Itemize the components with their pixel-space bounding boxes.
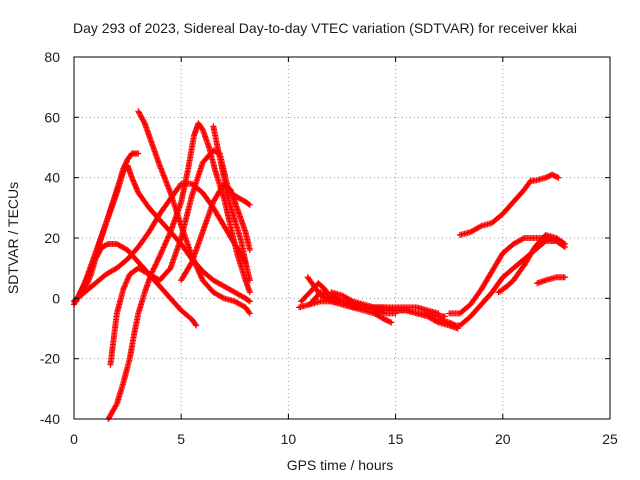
series-arc9 <box>210 123 253 284</box>
data-point <box>80 282 87 289</box>
series-arc19 <box>534 274 568 287</box>
data-point <box>219 294 226 301</box>
x-tick-label: 20 <box>495 431 511 447</box>
data-point <box>454 325 461 332</box>
data-point <box>85 272 92 279</box>
x-tick-label: 15 <box>388 431 404 447</box>
data-point <box>348 297 355 304</box>
data-point <box>113 402 120 409</box>
x-tick-label: 0 <box>70 431 78 447</box>
data-point <box>82 279 89 286</box>
x-axis-label: GPS time / hours <box>287 457 394 473</box>
data-point <box>451 321 458 328</box>
data-point <box>246 201 253 208</box>
series-arc8 <box>178 180 253 284</box>
data-point <box>150 267 157 274</box>
data-point <box>80 283 87 290</box>
data-point <box>192 321 199 328</box>
data-point <box>380 315 387 322</box>
data-point <box>83 276 90 283</box>
data-point <box>477 223 484 230</box>
x-tick-label: 5 <box>177 431 185 447</box>
data-point <box>141 119 148 126</box>
y-tick-label: 60 <box>44 109 60 125</box>
data-point <box>519 235 526 242</box>
y-tick-label: 0 <box>52 290 60 306</box>
data-point <box>150 265 157 272</box>
y-tick-label: 40 <box>44 170 60 186</box>
grid-layer <box>74 57 610 419</box>
data-point <box>387 318 394 325</box>
data-point <box>153 260 160 267</box>
data-point <box>435 310 442 317</box>
y-axis-label: SDTVAR / TECUs <box>5 182 21 294</box>
data-point <box>152 262 159 269</box>
x-tick-label: 10 <box>281 431 297 447</box>
data-point <box>152 261 159 268</box>
x-tick-label: 25 <box>602 431 618 447</box>
data-point <box>154 258 161 265</box>
data-point <box>193 322 200 329</box>
data-point <box>246 298 253 305</box>
series-arc14 <box>328 289 442 317</box>
data-point <box>555 174 562 181</box>
chart-title: Day 293 of 2023, Sidereal Day-to-day VTE… <box>73 20 577 36</box>
data-point <box>326 297 333 304</box>
plot-frame <box>73 56 611 420</box>
data-point <box>246 247 253 254</box>
data-point <box>561 274 568 281</box>
series-arc17 <box>456 171 562 238</box>
data-point <box>246 289 253 296</box>
data-point <box>104 241 111 248</box>
series-arc18 <box>495 231 568 296</box>
data-point <box>388 319 395 326</box>
data-point <box>245 201 252 208</box>
data-point <box>151 264 158 271</box>
data-point <box>82 278 89 285</box>
tick-layer: 0 5 10 15 20 25 -40 -20 0 20 40 60 80 <box>40 49 618 447</box>
y-tick-label: 20 <box>44 230 60 246</box>
data-point <box>135 150 142 157</box>
data-point <box>154 257 161 264</box>
data-point <box>149 268 156 275</box>
data-point <box>337 297 344 304</box>
data-point <box>84 275 91 282</box>
data-point <box>188 260 195 267</box>
data-point <box>246 310 253 317</box>
y-tick-label: -40 <box>40 411 60 427</box>
y-tick-label: -20 <box>40 351 60 367</box>
data-point <box>81 280 88 287</box>
data-point <box>245 297 252 304</box>
data-point <box>554 174 561 181</box>
data-point <box>561 241 568 248</box>
data-point <box>79 285 86 292</box>
data-layer <box>71 108 568 422</box>
data-point <box>84 273 91 280</box>
data-point <box>246 277 253 284</box>
data-point <box>156 254 163 261</box>
data-point <box>560 240 567 247</box>
data-point <box>245 309 252 316</box>
series-arc16 <box>446 235 566 317</box>
data-point <box>155 255 162 262</box>
series-arc7 <box>135 108 253 317</box>
y-tick-label: 80 <box>44 49 60 65</box>
